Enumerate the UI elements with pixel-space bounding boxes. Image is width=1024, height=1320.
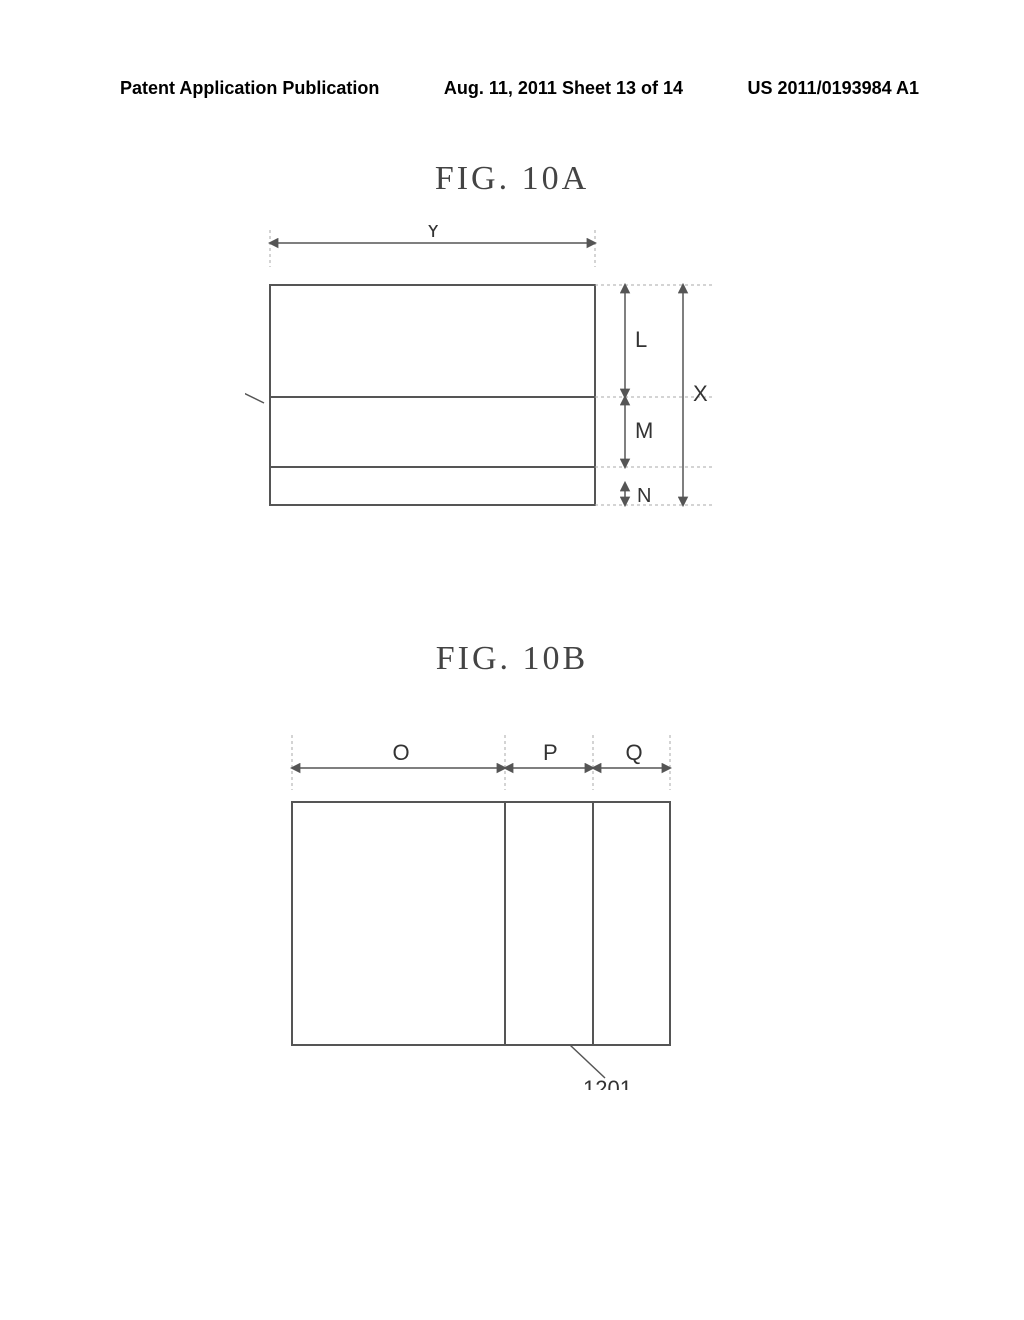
fig-b-svg: O P Q 1201 [275,720,695,1090]
svg-text:N: N [637,485,651,507]
fig-a-svg: YLMNX1201 [245,225,725,525]
svg-text:O: O [393,740,410,765]
diagram-area: Y L M N X 1201 O P Q 1201 [0,0,1024,1320]
svg-text:P: P [543,740,558,765]
svg-text:Q: Q [626,740,643,765]
svg-text:1201: 1201 [583,1076,632,1090]
svg-text:X: X [693,381,708,406]
svg-text:Y: Y [427,225,440,242]
svg-text:L: L [635,327,647,352]
svg-text:M: M [635,418,653,443]
